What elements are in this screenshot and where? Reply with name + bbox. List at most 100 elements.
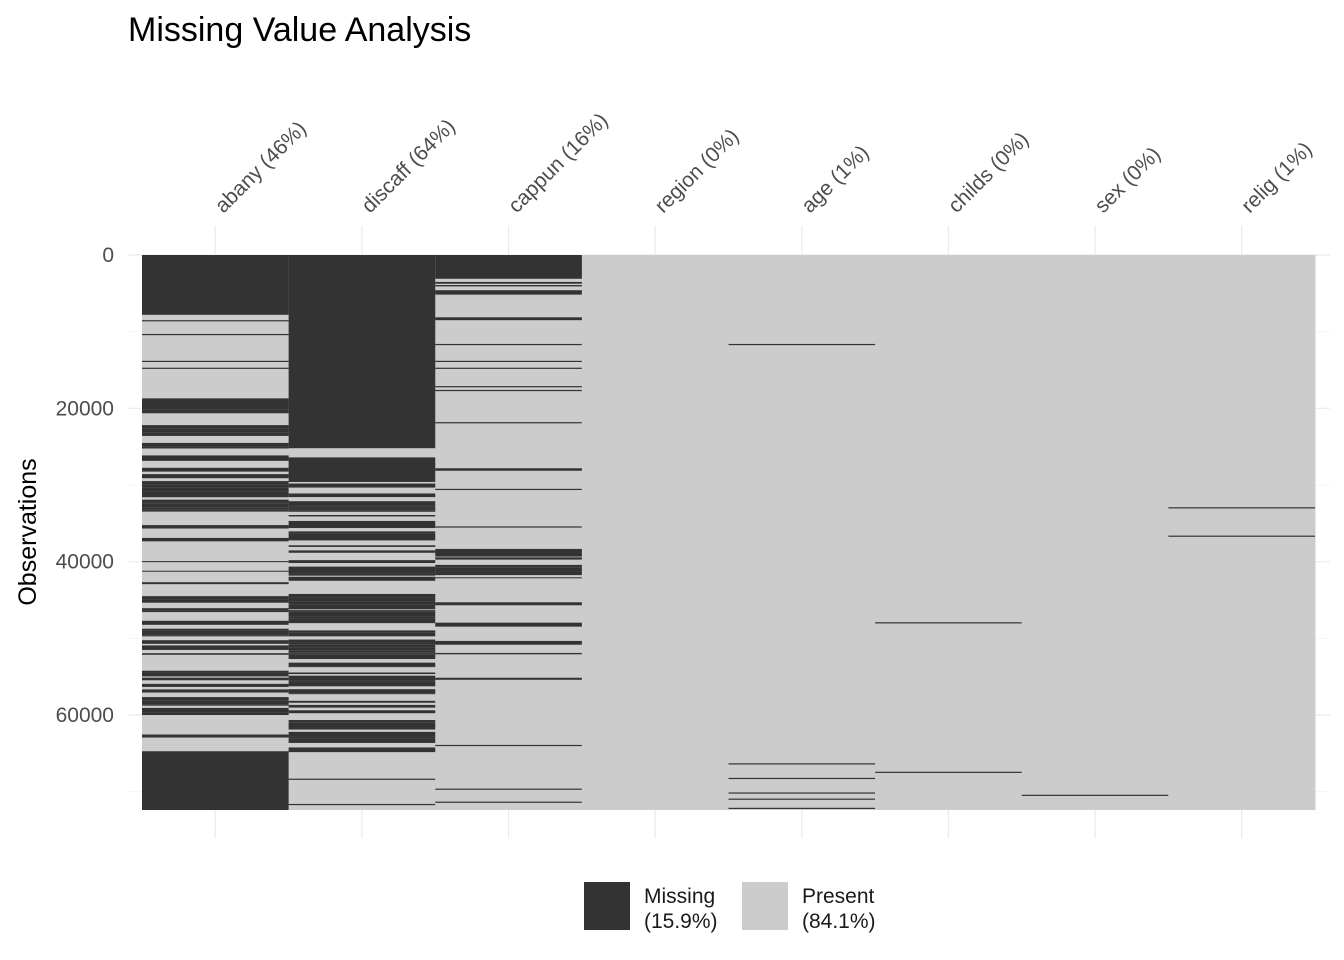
missing-cell [142,499,290,503]
missing-cell [142,700,290,705]
missing-cell [142,502,290,504]
missing-cell [288,693,436,695]
missing-cell [288,610,436,612]
missing-cell [728,343,876,346]
missing-cell [435,552,583,557]
missing-cell [142,525,290,529]
legend-item-missing: Missing(15.9%) [584,882,718,933]
missing-cell [288,616,436,619]
missing-cell [288,747,436,753]
missing-cell [435,577,583,579]
missing-cell [1168,535,1315,537]
missing-cell [288,560,436,564]
missing-cell [875,771,1022,773]
x-tick-label: discaff (64%) [357,115,460,218]
missing-cell [142,697,290,701]
x-tick-label: relig (1%) [1237,138,1317,218]
missing-cell [288,576,436,581]
missing-cell [142,707,290,713]
present-cell [728,255,876,810]
present-cell [1021,255,1169,810]
missing-cell [288,566,436,569]
missing-cell [142,255,290,315]
missing-cell [435,468,583,471]
missing-cell [142,561,290,563]
missing-cell [142,537,290,542]
column-abany [142,255,290,810]
missing-cell [288,510,436,512]
missing-cell [435,367,582,369]
column-region [581,255,729,810]
x-tick-label: sex (0%) [1090,143,1165,218]
missing-cell [435,290,583,295]
missing-cell [435,526,582,528]
missing-cell [288,680,436,682]
missing-cell [288,533,436,537]
missing-cell [142,683,290,687]
missing-cell [435,422,582,424]
missing-cell [142,634,290,636]
column-discaff [288,255,436,810]
missing-cell [142,689,290,693]
missing-cell [288,654,436,660]
missing-cell [142,751,290,810]
missing-cell [288,778,436,780]
missing-cell [435,360,582,363]
present-cell [142,255,290,810]
x-tick-label: abany (46%) [211,117,311,217]
missing-cell [435,564,583,568]
missing-cell [728,798,876,800]
missing-cell [288,573,436,576]
missing-cell [288,676,436,679]
present-cell [581,255,729,810]
present-cell [1168,255,1316,810]
column-relig [1168,255,1316,810]
missing-cell [288,531,436,534]
missing-cell [142,481,290,485]
column-age [728,255,876,810]
missing-cell [288,642,436,645]
missing-cell [288,704,436,708]
missing-cell [142,474,290,479]
y-tick-label: 40000 [56,551,114,574]
missing-cell [142,484,290,488]
missing-cell [288,593,436,598]
missing-cell [288,803,436,806]
x-tick-label: cappun (16%) [504,109,613,218]
missing-cell [288,639,436,643]
legend: Missing(15.9%) Present(84.1%) [584,882,876,933]
missing-cell [288,618,436,624]
missing-cell [142,751,290,753]
missing-cell [142,425,290,429]
missing-cell [288,650,436,653]
x-tick-label: age (1%) [797,141,874,218]
legend-label: Present [802,885,875,908]
missing-cell [435,622,583,627]
present-cell [435,255,583,810]
missing-cell [288,644,436,648]
missing-cell [142,608,290,611]
missing-cell [288,653,436,655]
missing-cell [435,652,583,655]
y-tick-label: 0 [102,244,114,267]
missing-cell [142,640,290,644]
missing-cell [435,285,583,287]
missing-cell [288,550,436,553]
missing-cell [435,571,583,576]
missing-cell [142,734,290,738]
missing-cell [142,712,290,716]
legend-item-present: Present(84.1%) [742,882,876,933]
missing-cell [435,602,583,606]
missing-cell [435,386,582,388]
missing-cell [288,630,436,633]
missing-cell [288,723,436,726]
missing-cell [435,801,582,803]
missing-cell [142,398,290,410]
missing-cell [142,672,290,677]
missing-cell [142,333,289,336]
missing-cell [435,640,583,645]
missing-cell [1021,794,1169,796]
missing-cell [288,662,436,667]
missing-cell [142,459,290,461]
missing-cell [435,343,582,346]
